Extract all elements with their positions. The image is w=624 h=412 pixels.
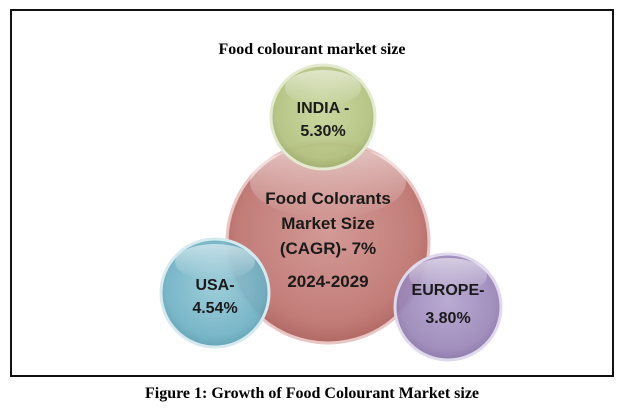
figure-caption: Figure 1: Growth of Food Colourant Marke… [144,385,480,402]
center-line-1: Food Colorants [265,189,391,208]
india-line-2: 5.30% [300,123,345,140]
center-line-2: Market Size [281,214,375,233]
usa-line-1: USA- [195,277,234,294]
europe-line-2: 3.80% [425,310,470,327]
center-bubble: Food Colorants Market Size (CAGR)- 7% 20… [225,139,431,345]
usa-bubble: USA- 4.54% [159,237,271,349]
india-bubble: INDIA - 5.30% [269,63,377,171]
europe-line-1: EUROPE- [412,282,485,299]
india-line-1: INDIA - [297,100,350,117]
usa-line-2: 4.54% [192,300,237,317]
center-line-4: 2024-2029 [287,272,368,291]
europe-bubble: EUROPE- 3.80% [393,252,503,362]
center-line-3: (CAGR)- 7% [280,239,376,258]
diagram-title: Food colourant market size [218,41,406,58]
